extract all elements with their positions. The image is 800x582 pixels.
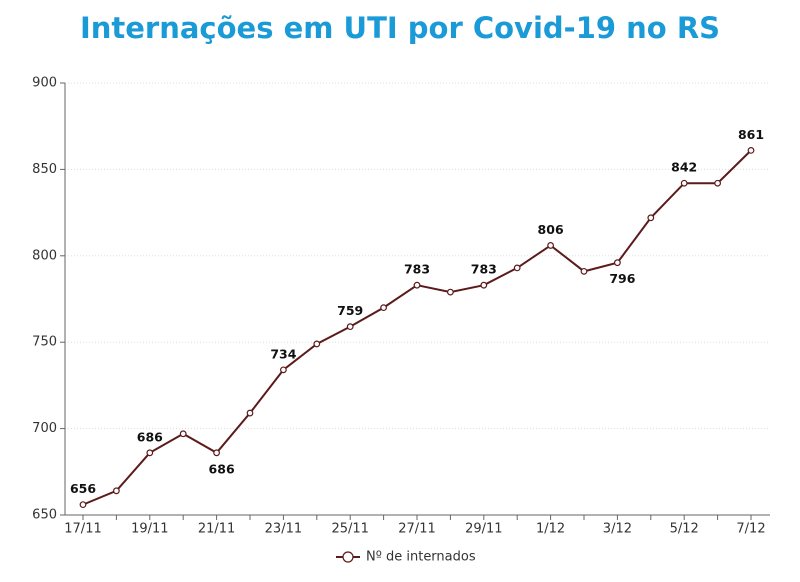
x-tick-label: 17/11 [64, 522, 101, 537]
chart-title: Internações em UTI por Covid-19 no RS [80, 11, 720, 45]
y-tick-label: 750 [32, 335, 57, 350]
data-label: 842 [671, 160, 697, 175]
x-tick-label: 21/11 [198, 522, 235, 537]
data-label: 861 [738, 127, 764, 142]
data-label: 759 [337, 303, 363, 318]
x-tick-label: 27/11 [398, 522, 435, 537]
x-tick-label: 23/11 [265, 522, 302, 537]
point [714, 179, 721, 187]
point [413, 281, 421, 289]
x-tick-label: 25/11 [331, 522, 368, 537]
data-label: 686 [209, 461, 235, 476]
data-label: 783 [404, 262, 430, 277]
point [346, 323, 354, 331]
x-tick-label: 29/11 [465, 522, 502, 537]
data-label: 734 [270, 346, 296, 361]
x-tick-label: 1/12 [536, 522, 565, 537]
data-label: 783 [471, 262, 497, 277]
x-tick-label: 7/12 [736, 522, 765, 537]
y-tick-label: 900 [32, 76, 57, 91]
point [79, 501, 87, 509]
point [614, 259, 621, 267]
point [146, 449, 154, 457]
point [680, 179, 688, 187]
data-label: 656 [70, 481, 96, 496]
x-tick-label: 3/12 [603, 522, 632, 537]
point [747, 146, 755, 154]
point [447, 288, 454, 296]
data-label: 686 [137, 429, 163, 444]
point [380, 304, 388, 312]
point [213, 449, 221, 457]
point [112, 487, 120, 495]
data-label: 806 [538, 222, 564, 237]
legend-label: Nº de internados [366, 550, 476, 565]
y-tick-label: 700 [32, 421, 57, 436]
point [647, 214, 655, 222]
x-tick-label: 19/11 [131, 522, 168, 537]
point [246, 409, 254, 417]
point [547, 242, 554, 249]
point [513, 264, 521, 272]
x-tick-label: 5/12 [670, 522, 699, 537]
point [480, 281, 488, 289]
point [280, 366, 287, 374]
y-tick-label: 800 [32, 248, 57, 263]
legend-marker [342, 551, 354, 563]
point [580, 267, 588, 275]
y-tick-label: 650 [32, 508, 57, 523]
y-tick-label: 850 [32, 162, 57, 177]
series-line [82, 149, 752, 506]
point [179, 430, 187, 438]
point [313, 340, 321, 348]
data-label: 796 [609, 271, 635, 286]
